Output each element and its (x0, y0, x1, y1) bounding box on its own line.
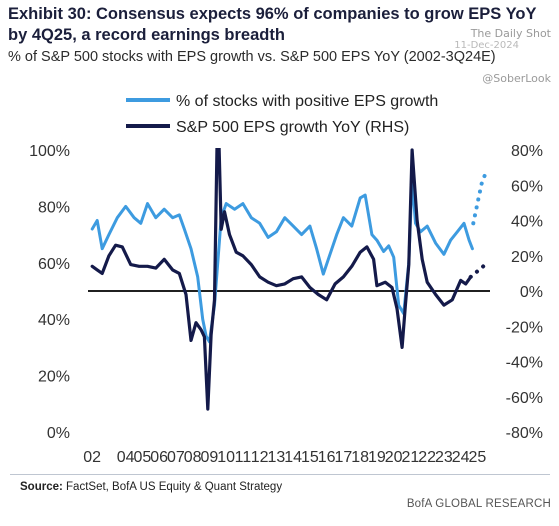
y-left-tick-label: 40% (38, 312, 70, 329)
x-tick-label: 17 (335, 449, 353, 466)
series-line-eps (90, 148, 473, 411)
x-tick-label: 16 (318, 449, 336, 466)
y-right-tick-label: 0% (520, 284, 543, 301)
chart-title: Exhibit 30: Consensus expects 96% of com… (8, 5, 537, 44)
x-tick-label: 24 (452, 449, 470, 466)
x-tick-label: 18 (351, 449, 369, 466)
y-left-tick-label: 20% (38, 369, 70, 386)
x-tick-label: 22 (418, 449, 436, 466)
series-line-pct_fcst (471, 170, 488, 226)
watermark-brand: The Daily Shot (470, 27, 551, 40)
y-right-tick-label: 60% (511, 178, 543, 195)
x-tick-label: 15 (301, 449, 319, 466)
x-tick-label: 19 (368, 449, 386, 466)
y-right-tick-label: 80% (511, 143, 543, 160)
x-tick-label: 23 (435, 449, 453, 466)
series-line-eps_fcst (468, 260, 490, 279)
y-right-tick-label: 20% (511, 249, 543, 266)
x-tick-label: 02 (83, 449, 101, 466)
y-left-tick-label: 60% (38, 256, 70, 273)
source-label: Source: (20, 481, 63, 493)
footer-brand: BofA GLOBAL RESEARCH (406, 498, 551, 510)
y-left-tick-label: 100% (29, 143, 70, 160)
watermark-handle: @SoberLook (482, 72, 551, 85)
x-tick-label: 21 (402, 449, 420, 466)
x-tick-label: 12 (251, 449, 269, 466)
watermark-date: 11-Dec-2024 (454, 40, 519, 51)
y-right-tick-label: -40% (506, 355, 543, 372)
source-text: FactSet, BofA US Equity & Quant Strategy (66, 481, 283, 493)
x-tick-label: 09 (201, 449, 219, 466)
series-line-pct (90, 176, 474, 344)
x-tick-label: 04 (117, 449, 135, 466)
chart-subtitle: % of S&P 500 stocks with EPS growth vs. … (8, 49, 496, 65)
x-tick-label: 13 (268, 449, 286, 466)
x-tick-label: 08 (184, 449, 202, 466)
x-tick-label: 14 (284, 449, 302, 466)
x-tick-label: 11 (235, 449, 252, 466)
y-right-tick-label: -20% (506, 319, 543, 336)
footer-divider (10, 474, 550, 475)
y-left-tick-label: 0% (47, 425, 70, 442)
x-tick-label: 25 (469, 449, 487, 466)
y-left-tick-label: 80% (38, 199, 70, 216)
x-tick-label: 07 (167, 449, 185, 466)
y-right-tick-label: -60% (506, 390, 543, 407)
source-note: Source: FactSet, BofA US Equity & Quant … (20, 481, 282, 493)
x-tick-label: 10 (217, 449, 235, 466)
y-right-tick-label: -80% (506, 425, 543, 442)
legend-label-pct: % of stocks with positive EPS growth (176, 93, 438, 110)
x-tick-label: 20 (385, 449, 403, 466)
x-tick-label: 06 (150, 449, 168, 466)
legend-label-eps: S&P 500 EPS growth YoY (RHS) (176, 119, 409, 136)
x-tick-label: 05 (134, 449, 152, 466)
y-right-tick-label: 40% (511, 214, 543, 231)
